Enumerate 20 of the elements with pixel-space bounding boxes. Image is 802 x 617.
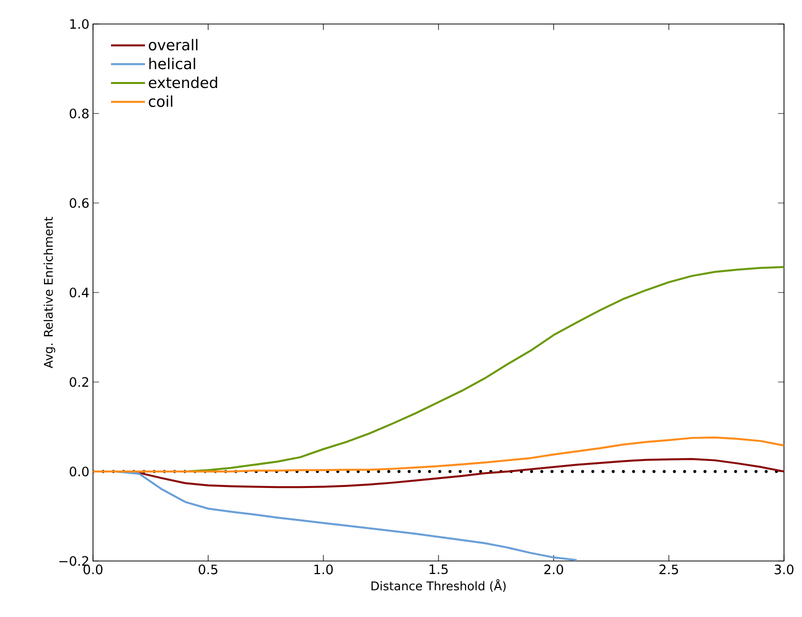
y-tick-label: 0.0 — [70, 466, 89, 476]
x-axis-title: Distance Threshold (Å) — [372, 579, 506, 592]
x-tick-label: 0.0 — [84, 564, 102, 574]
x-tick-label: 0.5 — [198, 564, 218, 574]
x-tick-label: 2.0 — [544, 564, 564, 574]
y-tick-label: −0.2 — [59, 556, 88, 566]
legend-label: overall — [148, 38, 198, 50]
y-tick-label: 0.6 — [70, 198, 89, 208]
x-tick-label: 3.0 — [774, 564, 794, 574]
y-tick-label: 0.4 — [70, 288, 89, 298]
legend-label: helical — [149, 58, 196, 70]
y-tick-label: 0.8 — [70, 108, 89, 118]
y-tick-label: 1.0 — [70, 19, 89, 29]
y-tick-label: 0.2 — [70, 377, 88, 387]
y-axis-title: Avg. Relative Enrichment — [44, 216, 56, 368]
legend-label: extended — [148, 76, 218, 88]
x-tick-label: 2.5 — [659, 564, 678, 574]
x-tick-label: 1.5 — [430, 564, 448, 574]
x-tick-label: 1.0 — [314, 564, 333, 574]
legend-label: coil — [148, 95, 172, 107]
